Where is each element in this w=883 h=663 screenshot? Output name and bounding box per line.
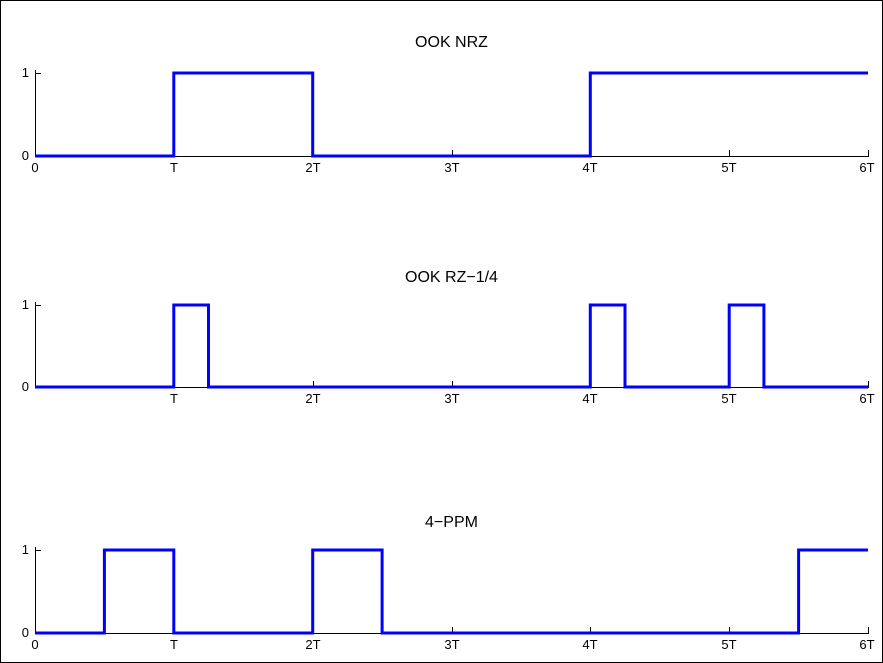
chart-panel-1: OOK NRZ 0 T 2T 3T 4T 5T 6T 0 1 [22,34,875,175]
x-tick-label: T [170,160,178,175]
x-tick-label: 5T [721,391,736,406]
x-tick-label: 4T [582,637,597,652]
y-tick-label: 0 [22,379,29,394]
x-tick-label: 0 [31,637,38,652]
signal-series-line [35,548,868,635]
x-tick-label: 4T [582,391,597,406]
x-tick-label: T [170,637,178,652]
chart-title: 4−PPM [425,514,478,531]
chart-panel-3: 4−PPM 0 T 2T 3T 4T 5T 6T 0 1 [22,514,875,652]
x-tick-label: 4T [582,160,597,175]
x-tick-label: 5T [721,160,736,175]
x-tick-label: T [170,391,178,406]
x-tick-label: 2T [305,391,320,406]
x-tick-label: 6T [859,637,874,652]
x-tick-label: 5T [721,637,736,652]
y-tick-label: 0 [22,148,29,163]
chart-title: OOK NRZ [415,34,488,51]
x-tick-label: 3T [444,391,459,406]
x-tick-label: 2T [305,160,320,175]
x-tick-label: 2T [305,637,320,652]
y-tick-label: 1 [22,542,29,557]
x-tick-label: 0 [31,160,38,175]
y-tick-label: 0 [22,625,29,640]
x-tick-label: 6T [859,391,874,406]
signal-series-line [35,71,868,158]
y-tick-label: 1 [22,297,29,312]
chart-panel-2: OOK RZ−1/4 T 2T 3T 4T 5T 6T 0 1 [22,269,875,406]
chart-title: OOK RZ−1/4 [405,269,498,286]
x-tick-label: 3T [444,160,459,175]
signal-series-line [35,303,868,389]
x-tick-label: 3T [444,637,459,652]
x-tick-label: 6T [859,160,874,175]
panels: OOK NRZ 0 T 2T 3T 4T 5T 6T 0 1 OOK RZ−1/4 T 2T 3T 4T 5T… [22,34,875,652]
y-tick-label: 1 [22,65,29,80]
